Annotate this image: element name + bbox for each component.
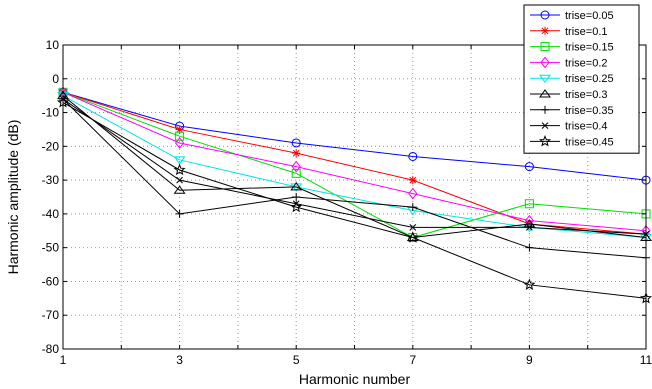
series-line [62, 91, 647, 239]
y-tick-label: 10 [46, 38, 60, 52]
data-point [290, 200, 303, 213]
legend-marker [540, 56, 550, 69]
data-point [408, 203, 417, 212]
legend-label: trise=0.15 [565, 42, 614, 54]
legend-item: trise=0.2 [530, 56, 608, 69]
legend-label: trise=0.25 [565, 73, 614, 85]
legend-marker [541, 122, 549, 129]
data-point [526, 224, 533, 231]
data-point [291, 160, 301, 173]
legend-label: trise=0.4 [565, 121, 608, 133]
series-line [62, 98, 647, 259]
series-line [62, 91, 647, 232]
series-trise=0.4 [59, 95, 650, 238]
series-line [62, 98, 647, 235]
legend-marker [540, 42, 550, 52]
legend-label: trise=0.1 [565, 26, 608, 38]
data-point [408, 151, 418, 161]
data-point [291, 138, 301, 148]
legend-item: trise=0.25 [530, 73, 614, 85]
series-trise=0.45 [56, 96, 652, 304]
y-tick-label: -20 [42, 139, 60, 153]
data-point [406, 231, 419, 243]
legend-item: trise=0.45 [530, 135, 614, 148]
x-tick-label: 1 [60, 353, 67, 367]
y-axis-label: Harmonic amplitude (dB) [5, 120, 21, 275]
series-line [62, 95, 647, 239]
data-point [525, 243, 534, 252]
data-point [173, 163, 186, 176]
legend-item: trise=0.3 [530, 89, 608, 101]
data-point [523, 278, 536, 290]
legend-marker [539, 89, 551, 98]
data-point [524, 199, 534, 209]
legend-label: trise=0.45 [565, 136, 614, 148]
legend: trise=0.05 trise=0.1 trise=0.15 trise=0.2 tr… [523, 4, 640, 154]
y-tick-label: 0 [52, 72, 59, 86]
data-point [175, 131, 185, 141]
data-point [408, 187, 418, 200]
legend-marker [540, 10, 550, 20]
y-tick-label: -70 [42, 308, 60, 322]
legend-item: trise=0.35 [530, 105, 614, 117]
legend-marker [541, 105, 549, 114]
legend-label: trise=0.3 [565, 89, 608, 101]
y-tick-label: -50 [42, 241, 60, 255]
data-point [173, 185, 186, 194]
legend-marker [538, 135, 552, 147]
legend-marker [541, 26, 549, 35]
y-tick-label: -60 [42, 274, 60, 288]
legend-label: trise=0.05 [565, 10, 614, 22]
data-point [524, 214, 535, 227]
legend-item: trise=0.4 [530, 121, 608, 133]
x-tick-label: 7 [409, 353, 416, 367]
data-point [292, 149, 301, 158]
data-point [174, 137, 185, 149]
series-line [62, 101, 647, 299]
data-point [291, 168, 301, 178]
data-point [290, 182, 303, 191]
series-line [62, 91, 647, 181]
axis-ticks: 1 3 5 7 9 11 10 0 -10 -20 -30 -40 -50 -60 -70 -80 [42, 38, 652, 367]
data-point [173, 156, 186, 165]
x-axis-label: Harmonic number [299, 371, 411, 387]
x-tick-label: 5 [293, 353, 300, 367]
legend-label: trise=0.2 [565, 57, 608, 69]
legend-label: trise=0.35 [565, 105, 614, 117]
legend-marker [539, 74, 551, 84]
legend-item: trise=0.1 [530, 26, 608, 38]
data-point [175, 125, 184, 134]
y-tick-label: -10 [42, 106, 60, 120]
data-point [175, 209, 184, 218]
data-point [292, 193, 301, 201]
data-point [524, 162, 534, 172]
y-tick-label: -30 [42, 173, 60, 187]
x-tick-label: 9 [526, 353, 533, 367]
y-tick-label: -40 [42, 207, 60, 221]
y-tick-label: -80 [42, 342, 60, 356]
series-line [62, 95, 647, 239]
legend-item: trise=0.05 [530, 10, 614, 22]
x-tick-label: 11 [640, 353, 652, 367]
data-point [409, 224, 417, 231]
series-line [62, 91, 647, 235]
legend-item: trise=0.15 [530, 42, 614, 54]
x-tick-label: 3 [176, 353, 183, 367]
data-point [408, 176, 417, 185]
data-point [176, 176, 183, 184]
